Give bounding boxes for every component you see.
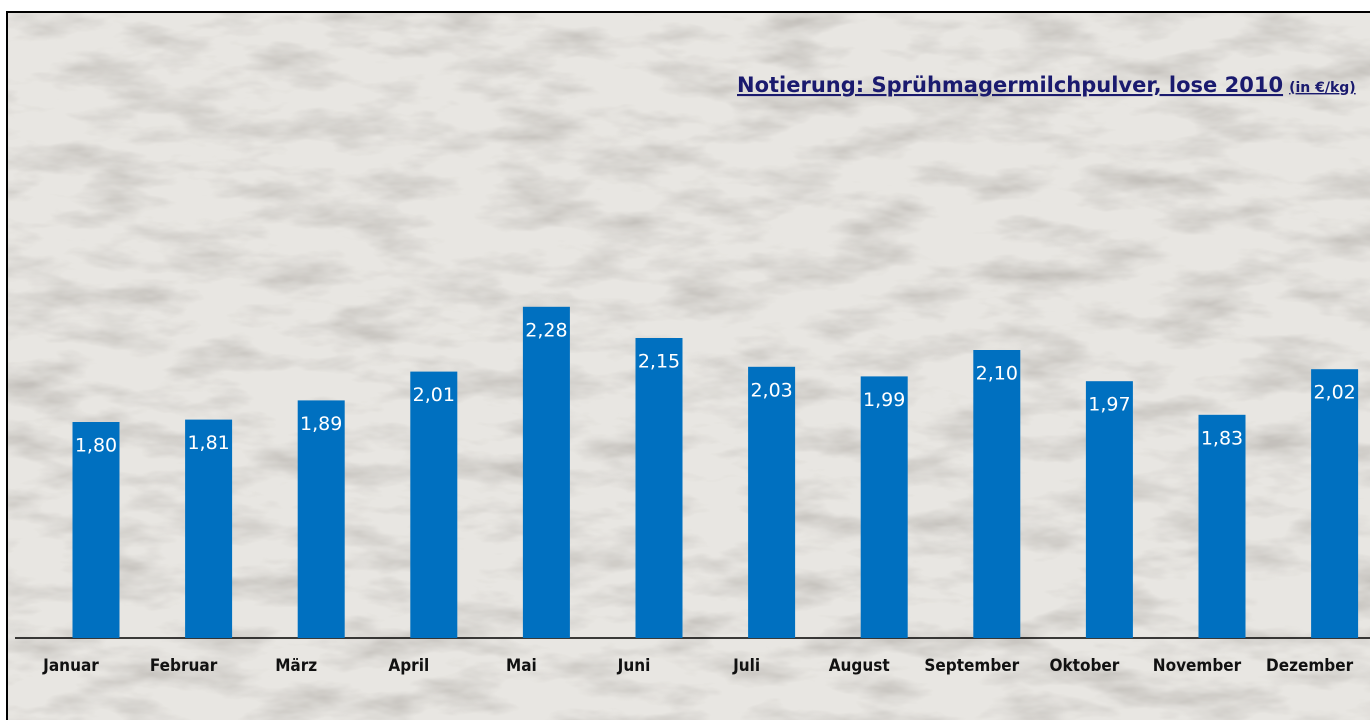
frame (6, 11, 1370, 720)
bar (973, 350, 1021, 638)
value-label: 2,10 (976, 363, 1018, 385)
x-tick-label: Februar (150, 656, 218, 676)
chart-subtitle: (in €/kg) (1289, 80, 1356, 96)
value-label: 2,03 (750, 379, 792, 401)
bar (185, 419, 233, 638)
background-texture (7, 12, 1370, 720)
x-tick-label: Juni (617, 656, 651, 676)
x-tick-label: August (829, 656, 890, 676)
x-tick-label: Oktober (1049, 656, 1119, 676)
x-tick-label: September (924, 656, 1019, 676)
bar (1198, 414, 1246, 638)
x-tick-label: Dezember (1266, 656, 1354, 676)
bar (635, 338, 683, 638)
x-tick-label: April (388, 656, 429, 676)
bar (1311, 369, 1359, 638)
value-label: 2,01 (413, 384, 455, 406)
x-tick-label: Juli (732, 656, 760, 676)
value-label: 1,99 (863, 389, 905, 411)
bar (72, 422, 120, 638)
bar (522, 306, 570, 638)
bar (410, 371, 458, 638)
bar (748, 366, 796, 638)
value-label: 2,15 (638, 351, 680, 373)
bar (297, 400, 345, 638)
x-tick-label: Januar (42, 656, 99, 676)
value-label: 2,02 (1313, 382, 1355, 404)
x-tick-label: November (1153, 656, 1242, 676)
x-tick-label: Mai (506, 656, 537, 676)
bar (1085, 381, 1133, 638)
value-label: 1,81 (187, 432, 229, 454)
value-label: 1,83 (1201, 427, 1243, 449)
chart-title: Notierung: Sprühmagermilchpulver, lose 2… (737, 73, 1283, 97)
value-label: 1,89 (300, 413, 342, 435)
bar (860, 376, 908, 638)
value-label: 1,80 (75, 435, 117, 457)
value-label: 1,97 (1088, 394, 1130, 416)
value-label: 2,28 (525, 319, 567, 341)
x-tick-label: März (275, 656, 317, 676)
